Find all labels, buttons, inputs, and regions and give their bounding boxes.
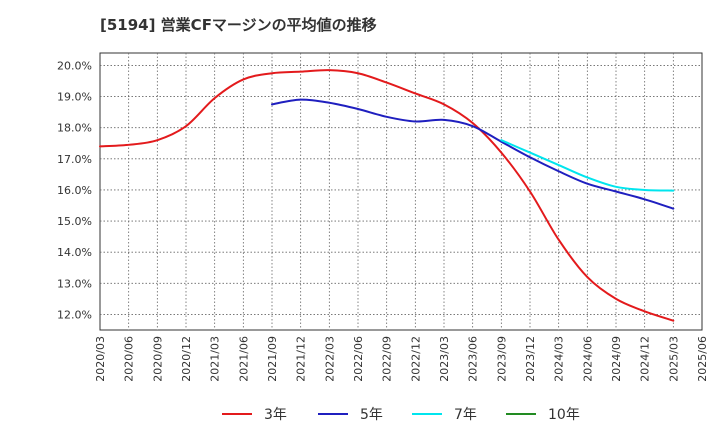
x-tick-label: 2023/12	[524, 336, 537, 382]
grid	[100, 53, 702, 330]
y-tick-label: 13.0%	[57, 277, 92, 290]
x-tick-label: 2022/09	[381, 336, 394, 382]
plot-area	[99, 52, 703, 331]
x-tick-label: 2021/12	[295, 336, 308, 382]
x-tick-label: 2024/09	[610, 336, 623, 382]
series-line-3年	[99, 69, 675, 322]
x-tick-label: 2022/12	[409, 336, 422, 382]
y-tick-label: 19.0%	[57, 91, 92, 104]
x-tick-label: 2025/06	[696, 336, 709, 382]
y-tick-label: 18.0%	[57, 122, 92, 135]
legend: 3年 5年 7年 10年	[222, 407, 580, 423]
legend-label: 10年	[548, 407, 580, 423]
x-tick-label: 2024/03	[553, 336, 566, 382]
x-tick-label: 2024/12	[639, 336, 652, 382]
x-tick-label: 2021/03	[209, 336, 222, 382]
y-tick-label: 16.0%	[57, 184, 92, 197]
x-tick-label: 2021/06	[237, 336, 250, 382]
y-tick-label: 20.0%	[57, 59, 92, 72]
y-tick-label: 14.0%	[57, 246, 92, 259]
x-tick-label: 2022/03	[323, 336, 336, 382]
y-tick-label: 12.0%	[57, 308, 92, 321]
y-axis-ticks: 20.0% 19.0% 18.0% 17.0% 16.0% 15.0% 14.0% 13.0%…	[57, 59, 92, 321]
x-tick-label: 2023/06	[467, 336, 480, 382]
y-tick-label: 17.0%	[57, 153, 92, 166]
legend-label: 7年	[454, 407, 477, 423]
legend-label: 5年	[360, 407, 383, 423]
series-line-5年	[271, 98, 675, 210]
x-tick-label: 2023/09	[495, 336, 508, 382]
x-tick-label: 2021/09	[266, 336, 279, 382]
x-tick-label: 2020/09	[151, 336, 164, 382]
x-tick-label: 2024/06	[581, 336, 594, 382]
series-lines	[99, 69, 675, 322]
x-tick-label: 2025/03	[667, 336, 680, 382]
series-line-7年	[500, 139, 675, 192]
x-axis-ticks: 2020/03 2020/06 2020/09 2020/12 2021/03 2021/…	[94, 336, 709, 382]
x-tick-label: 2020/03	[94, 336, 107, 382]
y-tick-label: 15.0%	[57, 215, 92, 228]
x-tick-label: 2022/06	[352, 336, 365, 382]
legend-label: 3年	[264, 407, 287, 423]
x-tick-label: 2023/03	[438, 336, 451, 382]
x-tick-label: 2020/06	[123, 336, 136, 382]
x-tick-label: 2020/12	[180, 336, 193, 382]
chart-title: [5194] 営業CFマージンの平均値の推移	[100, 16, 377, 34]
